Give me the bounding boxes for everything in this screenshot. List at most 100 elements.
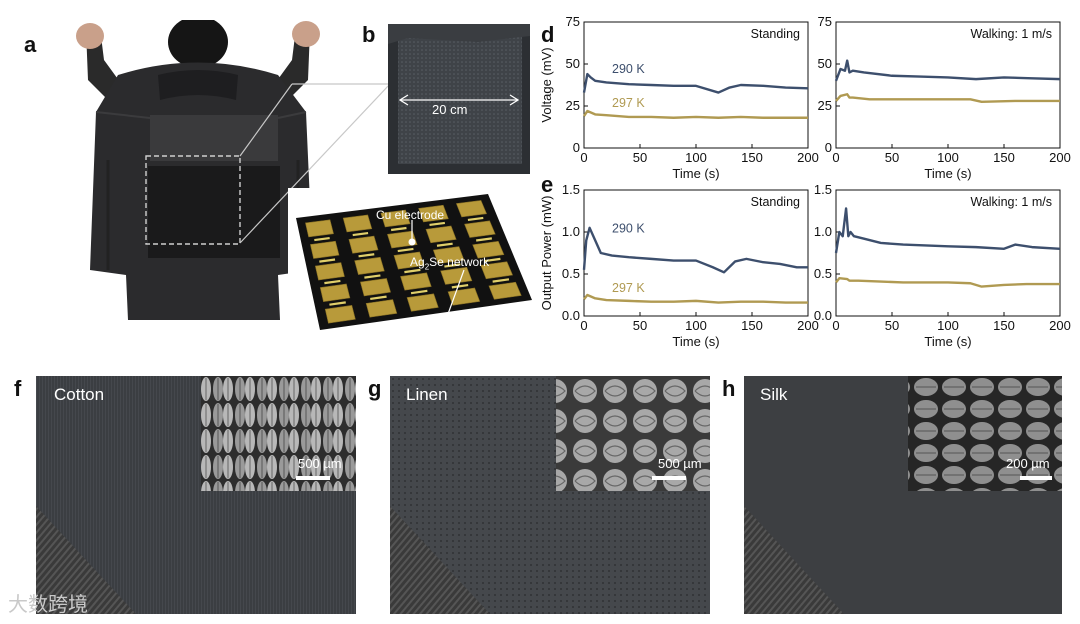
x-tick-label: 150 [741, 318, 763, 333]
ag2se-network-label: Ag2Se network [410, 255, 489, 271]
x-tick-label: 0 [580, 318, 587, 333]
cu-electrode-label: Cu electrode [376, 208, 445, 222]
gold-tile [324, 305, 356, 324]
cu-electrode-strip [358, 253, 375, 258]
cu-electrode-strip [451, 283, 469, 289]
series-label: 297 K [612, 281, 645, 295]
gold-tile [393, 251, 425, 270]
series-label: 297 K [612, 96, 645, 110]
x-tick-label: 0 [832, 318, 839, 333]
x-axis-label: Time (s) [924, 334, 971, 349]
cu-electrode-strip [397, 247, 414, 253]
y-tick-label: 25 [818, 98, 832, 113]
linen-scale-label: 500 µm [658, 456, 702, 471]
x-tick-label: 100 [937, 318, 959, 333]
y-tick-label: 0 [573, 140, 580, 155]
cu-electrode-strip [492, 278, 510, 283]
chart-d-left: 0 50 100 150 200 0 25 50 75 Time (s) Voltage (mV) S… [539, 14, 819, 181]
x-axis-label: Time (s) [672, 334, 719, 349]
gold-tile [314, 262, 345, 281]
y-tick-label: 0.0 [562, 308, 580, 323]
y-tick-label: 50 [818, 56, 832, 71]
series-line-297k [835, 93, 1060, 104]
cu-electrode-strip [329, 301, 346, 306]
cu-electrode-strip [444, 263, 461, 268]
cu-electrode-strip [476, 237, 492, 242]
series-line-297k [583, 293, 808, 304]
gold-tile [406, 293, 439, 312]
x-axis-label: Time (s) [924, 166, 971, 181]
x-axis-label: Time (s) [672, 166, 719, 181]
series-label: 290 K [612, 62, 645, 76]
series-line-290k [834, 59, 1061, 82]
chart-e-right: 0 50 100 150 200 0.0 0.5 1.0 1.5 Time (s) Walking:… [814, 182, 1071, 349]
gold-tile [432, 246, 465, 264]
x-tick-label: 0 [832, 150, 839, 165]
y-tick-label: 1.0 [814, 224, 832, 239]
gold-tile [305, 219, 334, 238]
series-line-290k [582, 72, 809, 94]
x-tick-label: 200 [797, 318, 819, 333]
cu-electrode-strip [364, 274, 381, 279]
cu-electrode-strip [410, 289, 428, 295]
cu-electrode-strip [319, 258, 336, 263]
gold-tile [319, 283, 351, 302]
cu-electrode-strip [324, 279, 341, 285]
x-tick-label: 100 [937, 150, 959, 165]
series-line-290k [582, 226, 808, 274]
patch-photo [388, 24, 530, 174]
y-tick-label: 1.5 [814, 182, 832, 197]
gold-tile [354, 256, 385, 275]
gold-tile [360, 278, 391, 297]
cotton-scale-label: 500 µm [298, 456, 342, 471]
y-axis-label: Voltage (mV) [539, 47, 554, 122]
gold-tile [440, 266, 473, 285]
y-tick-label: 0.5 [562, 266, 580, 281]
series-line-297k [835, 277, 1060, 288]
gold-tile [455, 200, 487, 218]
y-tick-label: 75 [818, 14, 832, 29]
y-tick-label: 50 [566, 56, 580, 71]
x-tick-label: 150 [993, 318, 1015, 333]
ag-subscript: 2 [424, 262, 430, 272]
gold-tile [425, 225, 457, 244]
se-network-text: Se network [429, 255, 490, 269]
silk-label: Silk [760, 385, 788, 404]
panel-label-e: e [541, 172, 554, 197]
cu-electrode-strip [484, 257, 501, 263]
y-tick-label: 0.5 [814, 266, 832, 281]
gold-tile [365, 299, 398, 318]
gold-tile [480, 261, 513, 280]
chart-condition-label: Walking: 1 m/s [970, 195, 1052, 209]
series-label: 290 K [612, 221, 645, 235]
tile-grid [305, 200, 522, 324]
x-tick-label: 50 [885, 150, 899, 165]
panel-label-h: h [722, 376, 736, 401]
x-tick-label: 100 [685, 318, 707, 333]
y-tick-label: 0 [825, 140, 832, 155]
x-tick-label: 150 [993, 150, 1015, 165]
gold-tile [464, 220, 496, 238]
x-tick-label: 200 [1049, 318, 1071, 333]
gold-tile [348, 235, 379, 254]
cotton-label: Cotton [54, 385, 105, 404]
y-axis-label: Output Power (mW) [539, 196, 554, 311]
x-tick-label: 50 [633, 150, 647, 165]
x-tick-label: 150 [741, 150, 763, 165]
series-line-290k [834, 207, 1061, 254]
y-tick-label: 75 [566, 14, 580, 29]
cu-electrode-strip [467, 216, 484, 222]
y-tick-label: 0.0 [814, 308, 832, 323]
cu-electrode-strip [429, 221, 446, 227]
chart-condition-label: Standing [751, 27, 800, 41]
chart-d-right: 0 50 100 150 200 0 25 50 75 Time (s) Walking: 1 m/… [818, 14, 1071, 181]
x-tick-label: 100 [685, 150, 707, 165]
dimension-label: 20 cm [432, 102, 468, 117]
y-tick-label: 1.0 [562, 224, 580, 239]
watermark: 大数跨境 [8, 592, 88, 616]
gold-tile [418, 204, 449, 223]
ag-text: Ag [410, 255, 425, 269]
